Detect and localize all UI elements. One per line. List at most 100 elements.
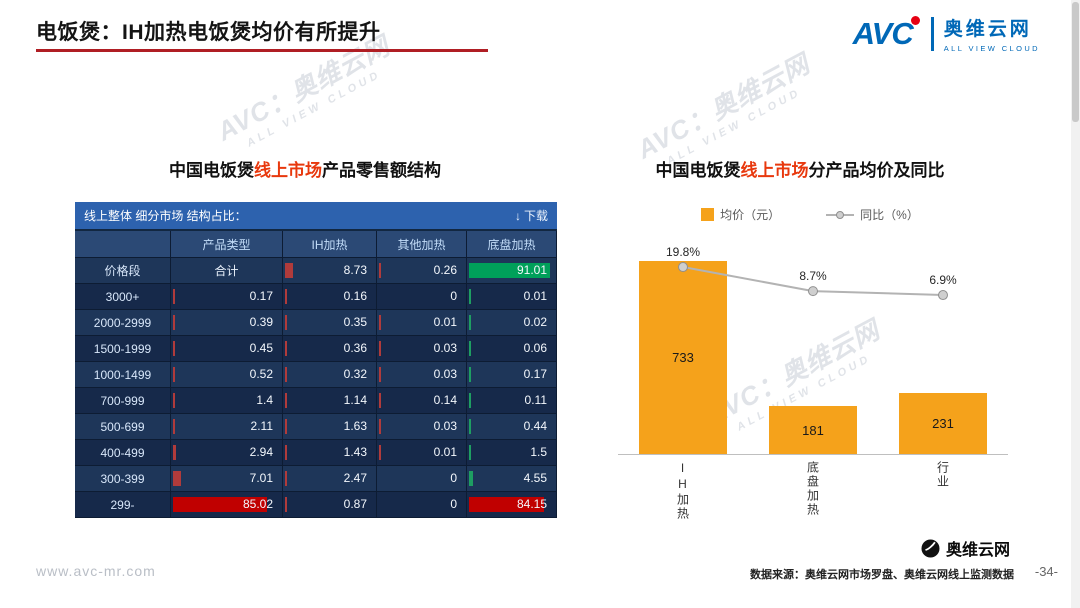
data-bar — [173, 341, 176, 356]
scrollbar-thumb[interactable] — [1072, 2, 1079, 122]
logo-divider — [930, 16, 934, 51]
table-cell: 0.39 — [171, 310, 283, 336]
data-bar — [285, 341, 287, 356]
table-row-label: 500-699 — [75, 414, 171, 440]
data-bar — [173, 289, 176, 304]
chart-legend: 均价（元） 同比（%） — [600, 206, 1020, 223]
bar-value-label: 181 — [802, 422, 824, 438]
table-col-header: 底盘加热 — [467, 231, 557, 258]
cell-value: 0.01 — [433, 315, 457, 329]
cell-value: 0 — [450, 497, 457, 511]
yoy-value-label: 19.8% — [665, 245, 701, 260]
cell-value: 0.32 — [343, 367, 367, 381]
table-cell: 2.11 — [171, 414, 283, 440]
table-cell: 0.87 — [283, 492, 377, 518]
data-bar — [469, 289, 471, 304]
legend-item-yoy: 同比（%） — [826, 206, 919, 223]
title-underline — [36, 49, 488, 52]
download-icon: ↓ — [514, 208, 521, 223]
yoy-value-label: 6.9% — [929, 273, 957, 288]
cell-value: 0 — [450, 289, 457, 303]
table-row-label: 3000+ — [75, 284, 171, 310]
data-bar — [379, 367, 381, 382]
chart-plot-area: 733 181 231 19.8% 8.7% 6.9% — [618, 245, 1008, 455]
data-bar — [173, 393, 176, 408]
table-row-label: 1000-1499 — [75, 362, 171, 388]
cell-value: 0.16 — [343, 289, 367, 303]
cell-value: 0.87 — [343, 497, 367, 511]
table-row-label: 299- — [75, 492, 171, 518]
cell-value: 0.36 — [343, 341, 367, 355]
table-row-label: 2000-2999 — [75, 310, 171, 336]
table-cell: 0.01 — [377, 310, 467, 336]
page-number: -34- — [1034, 564, 1058, 579]
data-bar — [469, 445, 471, 460]
cell-value: 2.11 — [250, 419, 273, 433]
table-cell: 0.11 — [467, 388, 557, 414]
page-title: 电饭煲：IH加热电饭煲均价有所提升 — [36, 21, 381, 44]
avg-price-bar: 231 — [899, 393, 987, 454]
cell-value: 8.73 — [343, 263, 367, 277]
table-cell: 1.63 — [283, 414, 377, 440]
table-cell: 8.73 — [283, 258, 377, 284]
cell-value: 0.01 — [523, 289, 547, 303]
brand-footer: 奥维云网 — [921, 536, 1010, 560]
table-cell: 0.44 — [467, 414, 557, 440]
data-bar — [173, 471, 181, 486]
table-cell: 1.5 — [467, 440, 557, 466]
logo-company-name: 奥维云网 — [943, 19, 1032, 40]
cell-value: 1.5 — [530, 445, 547, 459]
cell-value: 0.03 — [433, 419, 457, 433]
cell-value: 0.17 — [523, 367, 547, 381]
bar-value-label: 231 — [932, 416, 954, 431]
data-source: 数据来源：奥维云网市场罗盘、奥维云网线上监测数据 — [750, 569, 1014, 581]
table-col-header — [75, 231, 171, 258]
right-panel-title: 中国电饭煲线上市场分产品均价及同比 — [580, 156, 1020, 181]
data-bar — [173, 445, 177, 460]
yoy-value-label: 8.7% — [799, 269, 827, 284]
table-cell: 0.14 — [377, 388, 467, 414]
logo-red-dot-icon — [910, 16, 920, 25]
cell-value: 2.94 — [249, 445, 273, 459]
scrollbar[interactable] — [1071, 0, 1080, 608]
data-bar — [285, 289, 287, 304]
table-col-header: IH加热 — [283, 231, 377, 258]
cell-value: 0.11 — [524, 393, 547, 407]
legend-label: 同比（%） — [860, 208, 919, 222]
table-cell: 85.02 — [171, 492, 283, 518]
data-bar — [379, 419, 381, 434]
logo-tagline: ALL VIEW CLOUD — [943, 44, 1040, 53]
category-label: 行业 — [935, 461, 950, 489]
table-cell: 合计 — [171, 258, 283, 284]
yoy-marker-icon — [938, 290, 948, 301]
cell-value: 1.14 — [343, 393, 367, 407]
data-bar — [469, 471, 474, 486]
data-bar — [285, 263, 294, 278]
table-row-label: 700-999 — [75, 388, 171, 414]
cell-value: 0.45 — [249, 341, 273, 355]
table-row-label: 400-499 — [75, 440, 171, 466]
brand-logo-icon — [921, 539, 940, 557]
table-cell: 84.15 — [467, 492, 557, 518]
data-bar — [469, 341, 471, 356]
table-widget: 线上整体 细分市场 结构占比： ↓ 下载 产品类型 IH加热 其他加热 底盘加热 价格段合… — [75, 202, 557, 518]
avc-logo-text: AVC — [852, 15, 914, 51]
data-bar — [285, 445, 287, 460]
cell-value: 84.15 — [516, 497, 547, 511]
table-cell: 0.06 — [467, 336, 557, 362]
cell-value: 4.55 — [523, 471, 547, 485]
market-structure-table: 产品类型 IH加热 其他加热 底盘加热 价格段 合计 8.73 0.26 91.01 3000+ 0… — [75, 231, 557, 518]
title-part: 中国电饭煲 — [655, 161, 741, 180]
table-cell: 1.14 — [283, 388, 377, 414]
data-bar — [469, 367, 471, 382]
cell-value: 91.01 — [516, 263, 547, 277]
data-bar — [379, 263, 381, 278]
download-button[interactable]: ↓ 下载 — [515, 207, 548, 224]
avg-price-bar: 181 — [769, 406, 857, 454]
brand-name: 奥维云网 — [945, 542, 1010, 559]
yoy-marker-icon — [678, 262, 688, 273]
table-cell: 91.01 — [467, 258, 557, 284]
cell-value: 1.43 — [343, 445, 367, 459]
data-bar — [173, 315, 176, 330]
